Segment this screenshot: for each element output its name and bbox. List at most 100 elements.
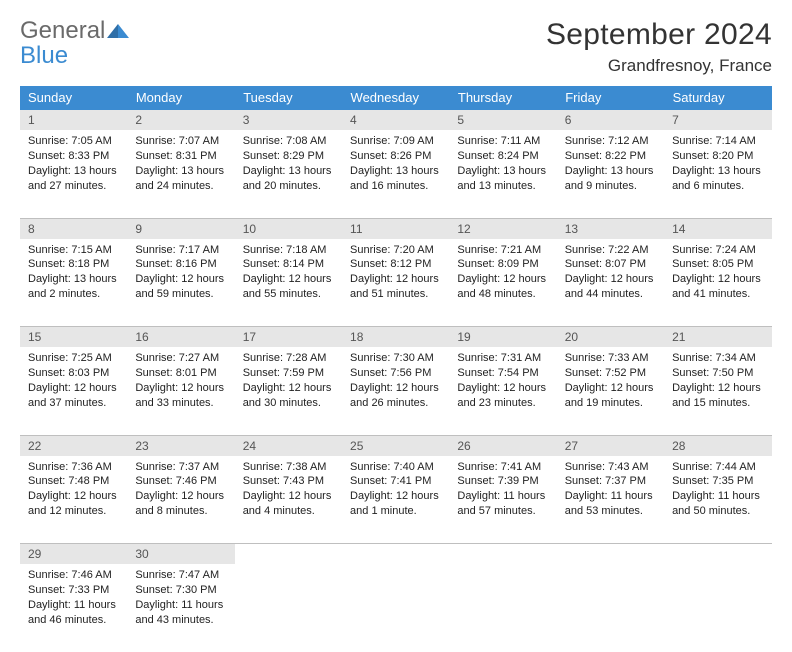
sunset-line: Sunset: 8:29 PM (243, 149, 334, 164)
sunset-line: Sunset: 8:24 PM (457, 149, 548, 164)
logo-text-general: General (20, 17, 105, 44)
day-number: 25 (342, 436, 449, 456)
sunrise-line: Sunrise: 7:07 AM (135, 134, 226, 149)
sunrise-line: Sunrise: 7:14 AM (672, 134, 763, 149)
day-cell: Sunrise: 7:22 AMSunset: 8:07 PMDaylight:… (557, 239, 664, 308)
sunset-line: Sunset: 7:50 PM (672, 366, 763, 381)
week-row: Sunrise: 7:15 AMSunset: 8:18 PMDaylight:… (20, 239, 772, 327)
daynum-row: 22232425262728 (20, 435, 772, 456)
day-number: 3 (235, 110, 342, 130)
col-wednesday: Wednesday (342, 86, 449, 110)
sunset-line: Sunset: 7:52 PM (565, 366, 656, 381)
day-cell: Sunrise: 7:27 AMSunset: 8:01 PMDaylight:… (127, 347, 234, 416)
day-cell: Sunrise: 7:14 AMSunset: 8:20 PMDaylight:… (664, 130, 771, 199)
day-number: 16 (127, 327, 234, 347)
sunrise-line: Sunrise: 7:44 AM (672, 460, 763, 475)
sunset-line: Sunset: 7:41 PM (350, 474, 441, 489)
daylight-line: Daylight: 12 hours and 37 minutes. (28, 381, 119, 411)
page-title: September 2024 (546, 18, 772, 52)
day-number: 24 (235, 436, 342, 456)
day-cell: Sunrise: 7:08 AMSunset: 8:29 PMDaylight:… (235, 130, 342, 199)
day-cell: Sunrise: 7:20 AMSunset: 8:12 PMDaylight:… (342, 239, 449, 308)
sunset-line: Sunset: 7:30 PM (135, 583, 226, 598)
day-number: 27 (557, 436, 664, 456)
logo-icon (107, 18, 129, 43)
sunset-line: Sunset: 7:46 PM (135, 474, 226, 489)
day-cell: Sunrise: 7:36 AMSunset: 7:48 PMDaylight:… (20, 456, 127, 525)
sunrise-line: Sunrise: 7:09 AM (350, 134, 441, 149)
col-thursday: Thursday (449, 86, 556, 110)
sunrise-line: Sunrise: 7:12 AM (565, 134, 656, 149)
sunrise-line: Sunrise: 7:11 AM (457, 134, 548, 149)
daylight-line: Daylight: 11 hours and 57 minutes. (457, 489, 548, 519)
daylight-line: Daylight: 13 hours and 13 minutes. (457, 164, 548, 194)
daylight-line: Daylight: 12 hours and 23 minutes. (457, 381, 548, 411)
day-number: 8 (20, 219, 127, 239)
sunset-line: Sunset: 8:33 PM (28, 149, 119, 164)
day-number: 12 (449, 219, 556, 239)
day-cell: Sunrise: 7:44 AMSunset: 7:35 PMDaylight:… (664, 456, 771, 525)
sunset-line: Sunset: 8:31 PM (135, 149, 226, 164)
sunset-line: Sunset: 7:54 PM (457, 366, 548, 381)
day-number: 23 (127, 436, 234, 456)
sunrise-line: Sunrise: 7:38 AM (243, 460, 334, 475)
page-header: General Blue September 2024 Grandfresnoy… (20, 18, 772, 76)
calendar: Sunday Monday Tuesday Wednesday Thursday… (20, 86, 772, 652)
daylight-line: Daylight: 12 hours and 4 minutes. (243, 489, 334, 519)
day-cell: Sunrise: 7:40 AMSunset: 7:41 PMDaylight:… (342, 456, 449, 525)
daynum-row: 891011121314 (20, 218, 772, 239)
day-number: 22 (20, 436, 127, 456)
col-saturday: Saturday (664, 86, 771, 110)
col-tuesday: Tuesday (235, 86, 342, 110)
daynum-row: 2930 (20, 544, 772, 565)
sunrise-line: Sunrise: 7:46 AM (28, 568, 119, 583)
sunrise-line: Sunrise: 7:41 AM (457, 460, 548, 475)
sunrise-line: Sunrise: 7:47 AM (135, 568, 226, 583)
sunset-line: Sunset: 7:43 PM (243, 474, 334, 489)
daylight-line: Daylight: 12 hours and 55 minutes. (243, 272, 334, 302)
sunrise-line: Sunrise: 7:20 AM (350, 243, 441, 258)
sunrise-line: Sunrise: 7:24 AM (672, 243, 763, 258)
sunset-line: Sunset: 8:12 PM (350, 257, 441, 272)
sunset-line: Sunset: 8:07 PM (565, 257, 656, 272)
daylight-line: Daylight: 12 hours and 41 minutes. (672, 272, 763, 302)
sunset-line: Sunset: 8:16 PM (135, 257, 226, 272)
day-cell: Sunrise: 7:15 AMSunset: 8:18 PMDaylight:… (20, 239, 127, 308)
sunrise-line: Sunrise: 7:25 AM (28, 351, 119, 366)
sunset-line: Sunset: 8:01 PM (135, 366, 226, 381)
day-number: 15 (20, 327, 127, 347)
day-cell: Sunrise: 7:37 AMSunset: 7:46 PMDaylight:… (127, 456, 234, 525)
sunset-line: Sunset: 8:18 PM (28, 257, 119, 272)
sunset-line: Sunset: 8:03 PM (28, 366, 119, 381)
week-row: Sunrise: 7:36 AMSunset: 7:48 PMDaylight:… (20, 456, 772, 544)
week-row: Sunrise: 7:46 AMSunset: 7:33 PMDaylight:… (20, 564, 772, 652)
daylight-line: Daylight: 12 hours and 8 minutes. (135, 489, 226, 519)
daylight-line: Daylight: 13 hours and 16 minutes. (350, 164, 441, 194)
daylight-line: Daylight: 12 hours and 15 minutes. (672, 381, 763, 411)
location: Grandfresnoy, France (546, 56, 772, 76)
sunrise-line: Sunrise: 7:15 AM (28, 243, 119, 258)
col-friday: Friday (557, 86, 664, 110)
logo: General Blue (20, 18, 129, 68)
sunrise-line: Sunrise: 7:33 AM (565, 351, 656, 366)
day-number: 14 (664, 219, 771, 239)
day-cell: Sunrise: 7:24 AMSunset: 8:05 PMDaylight:… (664, 239, 771, 308)
day-number: 26 (449, 436, 556, 456)
col-sunday: Sunday (20, 86, 127, 110)
sunrise-line: Sunrise: 7:43 AM (565, 460, 656, 475)
day-number: 5 (449, 110, 556, 130)
day-cell: Sunrise: 7:46 AMSunset: 7:33 PMDaylight:… (20, 564, 127, 633)
sunset-line: Sunset: 7:37 PM (565, 474, 656, 489)
daylight-line: Daylight: 11 hours and 46 minutes. (28, 598, 119, 628)
daylight-line: Daylight: 13 hours and 2 minutes. (28, 272, 119, 302)
day-cell: Sunrise: 7:25 AMSunset: 8:03 PMDaylight:… (20, 347, 127, 416)
daylight-line: Daylight: 12 hours and 19 minutes. (565, 381, 656, 411)
daynum-row: 1234567 (20, 110, 772, 130)
sunset-line: Sunset: 7:59 PM (243, 366, 334, 381)
week-row: Sunrise: 7:25 AMSunset: 8:03 PMDaylight:… (20, 347, 772, 435)
weekday-header-row: Sunday Monday Tuesday Wednesday Thursday… (20, 86, 772, 110)
day-number: 7 (664, 110, 771, 130)
day-number: 2 (127, 110, 234, 130)
day-number: 17 (235, 327, 342, 347)
daylight-line: Daylight: 12 hours and 48 minutes. (457, 272, 548, 302)
